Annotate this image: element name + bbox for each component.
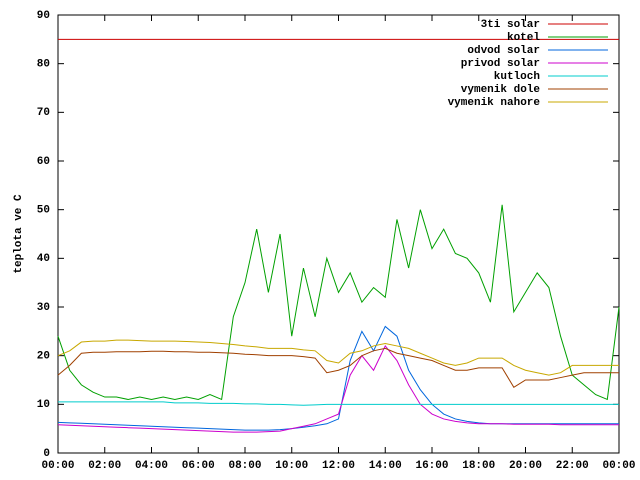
legend-label: 3ti solar xyxy=(481,19,540,31)
x-tick-label: 20:00 xyxy=(509,460,542,472)
x-tick-label: 22:00 xyxy=(556,460,589,472)
series-line xyxy=(57,347,619,388)
x-tick-label: 04:00 xyxy=(135,460,168,472)
y-tick-label: 20 xyxy=(37,351,50,363)
y-tick-label: 40 xyxy=(37,253,50,265)
x-tick-label: 06:00 xyxy=(182,460,215,472)
y-tick-label: 70 xyxy=(37,107,50,119)
x-tick-label: 12:00 xyxy=(322,460,355,472)
y-axis-label: teplota ve C xyxy=(13,194,25,274)
x-tick-label: 10:00 xyxy=(275,460,308,472)
x-tick-label: 16:00 xyxy=(415,460,448,472)
series-line xyxy=(57,204,620,401)
series-line xyxy=(58,401,619,406)
y-tick-label: 30 xyxy=(37,302,50,314)
legend-label: kutloch xyxy=(494,71,540,83)
y-tick-label: 10 xyxy=(37,399,50,411)
y-tick-label: 50 xyxy=(37,205,50,217)
legend-label: odvod solar xyxy=(467,45,540,57)
x-tick-label: 14:00 xyxy=(369,460,402,472)
legend-label: vymenik dole xyxy=(461,84,541,96)
y-tick-label: 0 xyxy=(43,448,50,460)
y-tick-label: 60 xyxy=(37,156,50,168)
legend-label: vymenik nahore xyxy=(448,97,541,109)
x-tick-label: 08:00 xyxy=(228,460,261,472)
x-tick-label: 00:00 xyxy=(41,460,74,472)
series-line xyxy=(57,339,619,376)
legend-label: privod solar xyxy=(461,58,540,70)
series-line xyxy=(57,344,619,433)
y-tick-label: 90 xyxy=(37,10,50,22)
x-tick-label: 18:00 xyxy=(462,460,495,472)
y-tick-label: 80 xyxy=(37,59,50,71)
x-tick-label: 00:00 xyxy=(602,460,635,472)
x-tick-label: 02:00 xyxy=(88,460,121,472)
legend-label: kotel xyxy=(507,32,540,44)
